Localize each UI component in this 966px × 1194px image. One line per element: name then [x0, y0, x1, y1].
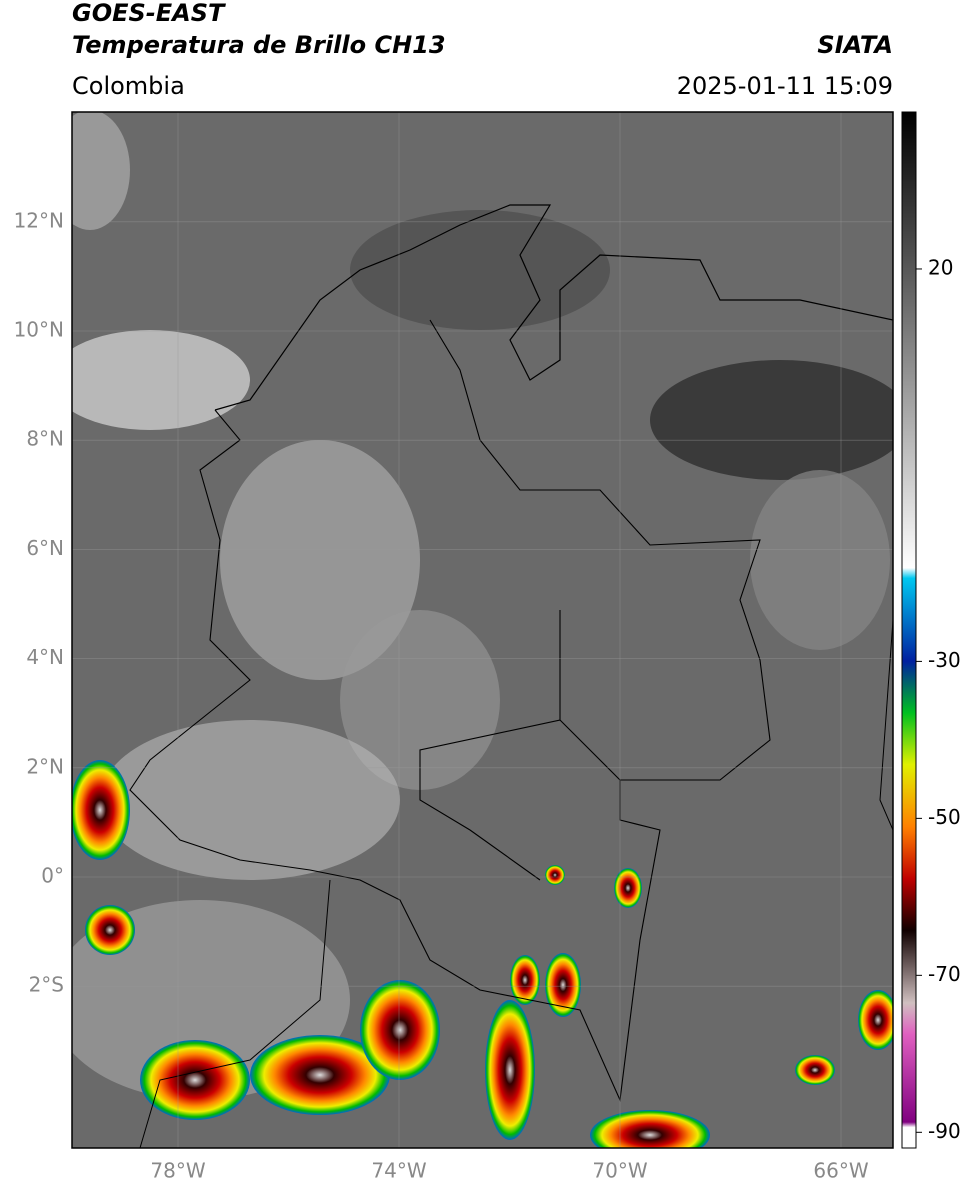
title-line2: Temperatura de Brillo CH13: [72, 31, 446, 59]
region: Colombia: [72, 72, 185, 100]
satellite-image: [72, 112, 893, 1148]
lat-label: 2°S: [29, 973, 64, 997]
lat-label: 10°N: [14, 318, 64, 342]
source: SIATA: [817, 31, 893, 59]
colorbar-label: -90: [928, 1119, 961, 1143]
lat-label: 2°N: [26, 754, 64, 778]
lat-label: 12°N: [14, 208, 64, 232]
lat-label: 6°N: [26, 536, 64, 560]
lon-label: 78°W: [150, 1159, 205, 1183]
lat-label: 8°N: [26, 427, 64, 451]
colorbar-label: -30: [928, 648, 961, 672]
colorbar-label: -70: [928, 962, 961, 986]
lat-label: 4°N: [26, 645, 64, 669]
graticule: [72, 112, 893, 1148]
lat-label: 0°: [41, 864, 64, 888]
title-line1: GOES-EAST: [72, 0, 226, 27]
colorbar: [901, 111, 917, 1149]
colorbar-label: -50: [928, 805, 961, 829]
lon-label: 74°W: [371, 1159, 426, 1183]
datetime: 2025-01-11 15:09: [677, 72, 893, 100]
lon-label: 70°W: [592, 1159, 647, 1183]
lon-label: 66°W: [813, 1159, 868, 1183]
colorbar-label: 20: [928, 255, 953, 279]
map-frame: [71, 111, 894, 1149]
